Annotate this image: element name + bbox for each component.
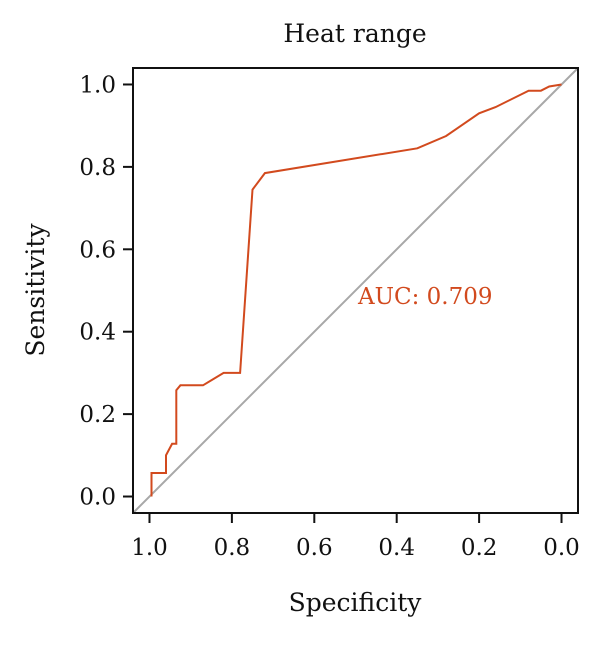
x-tick-label: 0.8 bbox=[214, 535, 251, 561]
x-tick-label: 0.0 bbox=[543, 535, 580, 561]
x-tick-label: 1.0 bbox=[131, 535, 168, 561]
y-tick-label: 0.6 bbox=[79, 237, 116, 263]
x-tick-label: 0.6 bbox=[296, 535, 333, 561]
x-axis-label: Specificity bbox=[289, 588, 423, 617]
y-tick-label: 1.0 bbox=[79, 72, 116, 98]
auc-annotation: AUC: 0.709 bbox=[357, 284, 493, 310]
chart-title: Heat range bbox=[283, 19, 426, 48]
roc-curve-line bbox=[150, 83, 562, 497]
x-tick-label: 0.2 bbox=[461, 535, 498, 561]
reference-diagonal bbox=[132, 67, 579, 514]
y-tick-label: 0.8 bbox=[79, 155, 116, 181]
x-tick-label: 0.4 bbox=[378, 535, 415, 561]
plot-area: 1.0 0.8 0.6 0.4 0.2 0.0 0.0 0.2 0.4 0.6 0.8 1.0 bbox=[79, 67, 580, 561]
y-axis-label: Sensitivity bbox=[21, 223, 50, 357]
plot-frame bbox=[132, 67, 579, 514]
y-tick-label: 0.4 bbox=[79, 320, 116, 346]
y-tick-label: 0.0 bbox=[79, 485, 116, 511]
y-tick-label: 0.2 bbox=[79, 402, 116, 428]
